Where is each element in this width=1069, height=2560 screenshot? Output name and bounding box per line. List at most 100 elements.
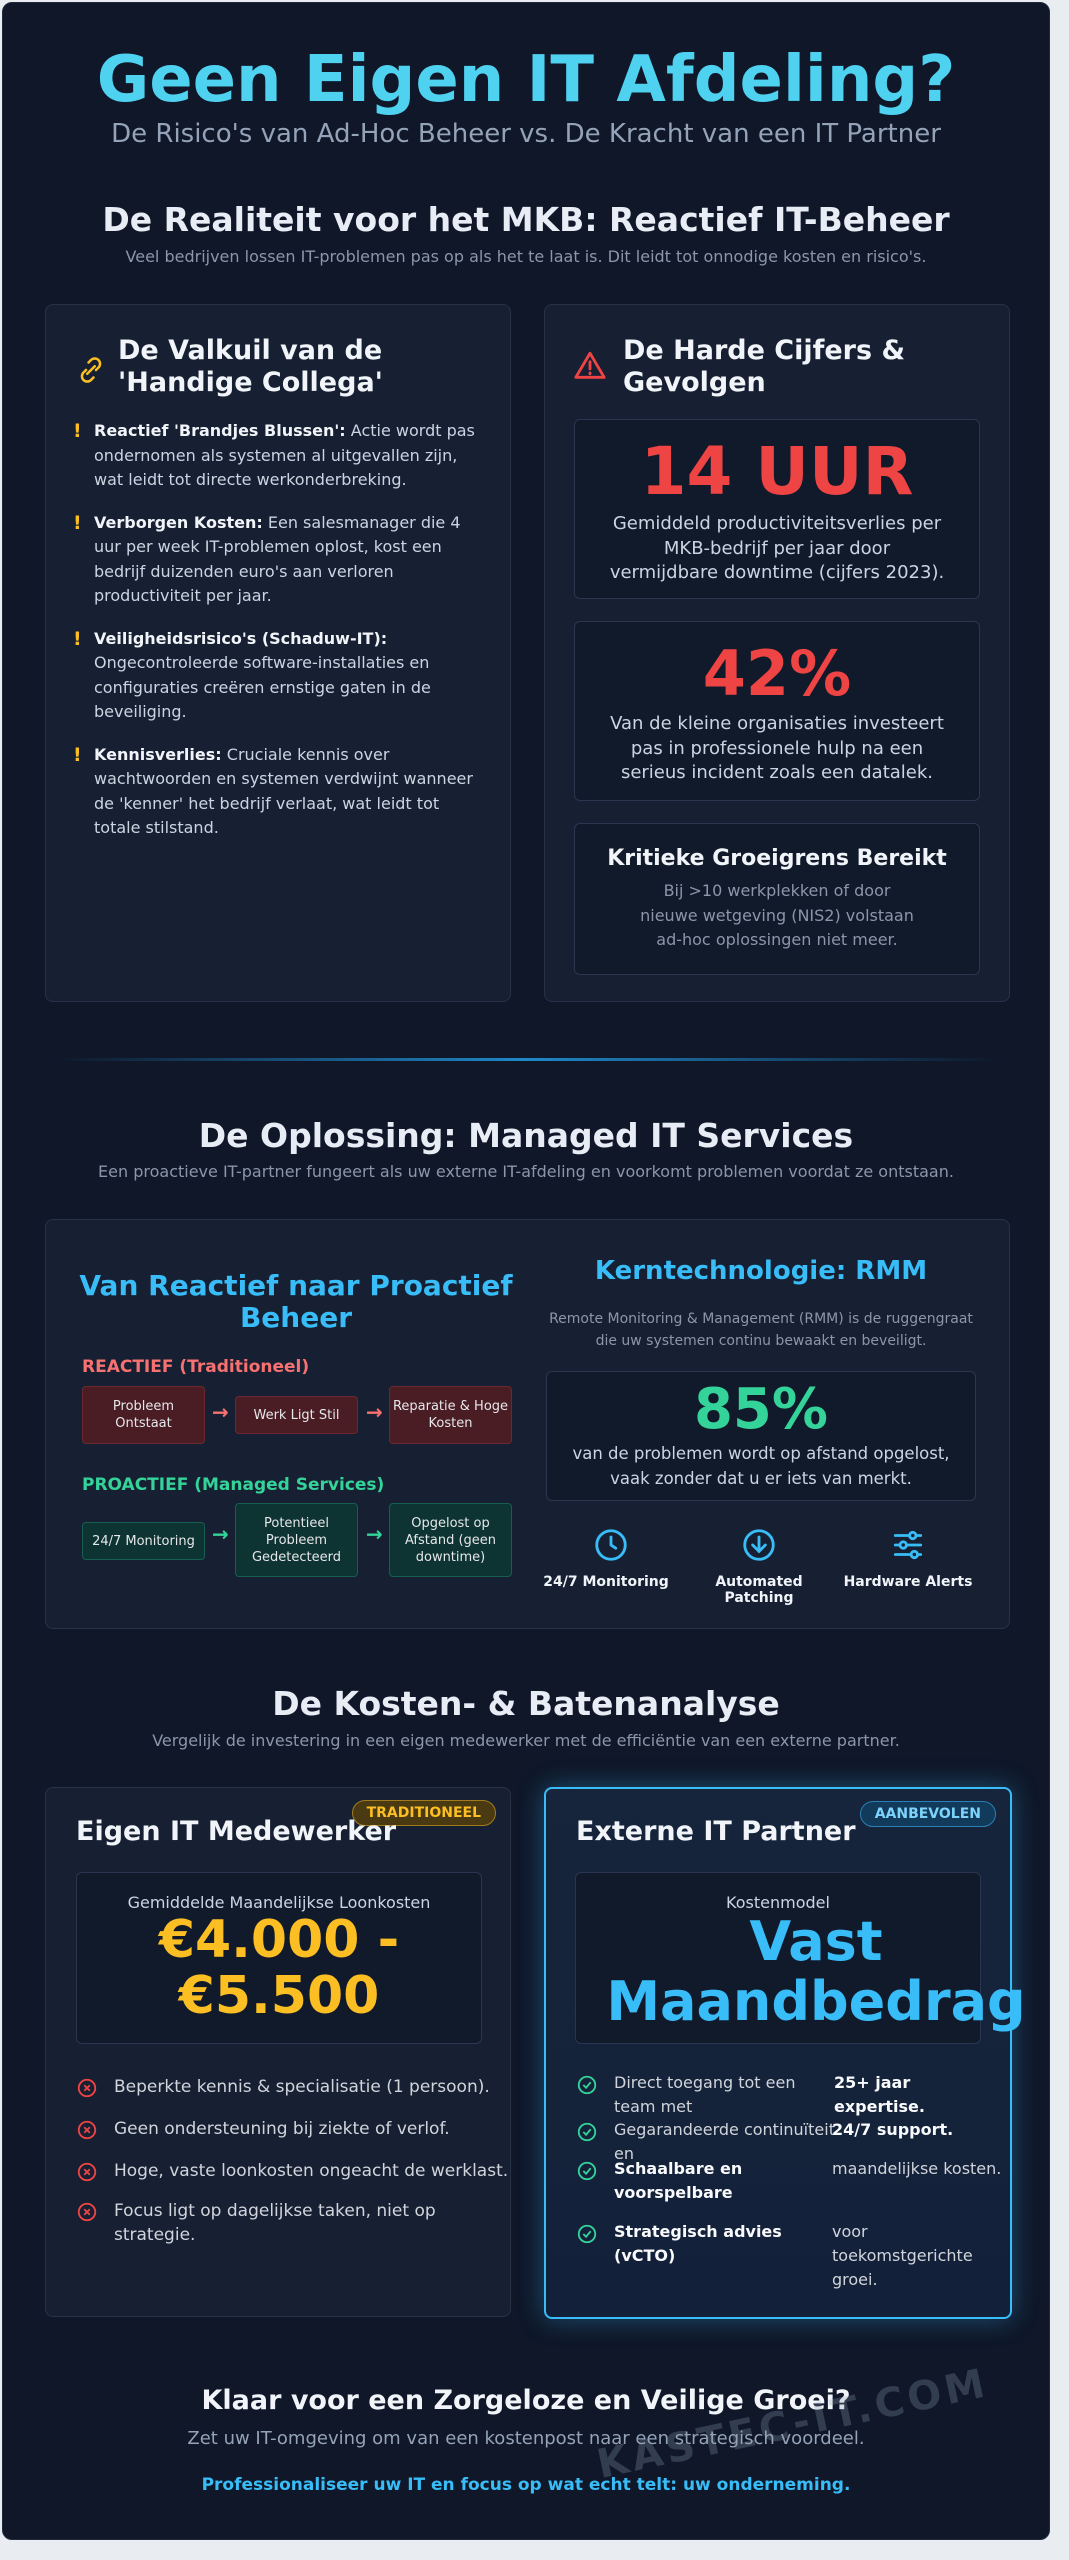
flow-label: PROACTIEF (Managed Services) — [82, 1475, 385, 1495]
growth-text: Bij >10 werkplekken of door nieuwe wetge… — [640, 881, 914, 949]
card-title: Externe IT Partner — [576, 1816, 856, 1847]
stat-value: 42% — [702, 637, 852, 710]
check-icon — [577, 2161, 597, 2181]
arrow: → — [212, 1400, 229, 1424]
box-value: Vast Maandbedrag — [596, 1912, 1036, 2032]
con-item: Focus ligt op dagelijkse taken, niet op … — [76, 2199, 454, 2247]
item-label: Kennisverlies: — [94, 744, 222, 764]
warning-mark: ! — [73, 743, 82, 766]
box-label: Kostenmodel — [726, 1893, 830, 1912]
item-text: Gegarandeerde continuïteit en — [614, 2120, 835, 2163]
pitfall-item: ! Reactief 'Brandjes Blussen': Actie word… — [46, 419, 486, 493]
item-strong: 25+ jaar expertise. — [834, 2073, 925, 2116]
stat-text: Van de kleine organisaties investeert pa… — [610, 713, 944, 783]
feature-label: 24/7 Monitoring — [543, 1574, 669, 1590]
stat-value: 14 UUR — [640, 433, 914, 510]
card-title: De Harde Cijfers & Gevolgen — [623, 335, 906, 398]
flow-step: Reparatie & Hoge Kosten — [389, 1386, 512, 1444]
check-icon — [577, 2122, 597, 2142]
feature-label: Hardware Alerts — [843, 1574, 973, 1590]
flow-step: Opgelost op Afstand (geen downtime) — [389, 1503, 512, 1577]
inhouse-card: TRADITIONEEL Eigen IT Medewerker Gemidde… — [45, 1787, 511, 2317]
item-text: Cruciale kennis over wachtwoorden en sys… — [94, 744, 473, 838]
section-heading: De Realiteit voor het MKB: Reactief IT-B… — [102, 200, 950, 239]
flow-step: Probleem Ontstaat — [82, 1386, 205, 1444]
divider — [53, 1058, 999, 1061]
x-icon — [77, 2202, 97, 2222]
stat-box: 14 UUR Gemiddeld productiviteitsverlies … — [574, 419, 980, 599]
pitfall-list: ! Reactief 'Brandjes Blussen': Actie word… — [46, 419, 486, 859]
item-strong: Schaalbare en voorspelbare — [614, 2159, 743, 2202]
clock-icon — [595, 1529, 627, 1561]
item-text: Hoge, vaste loonkosten ongeacht de werkl… — [114, 2161, 509, 2181]
x-icon — [77, 2162, 97, 2182]
item-text: Ongecontroleerde software-installaties e… — [94, 653, 431, 721]
header: Geen Eigen IT Afdeling? De Risico's van … — [3, 43, 1049, 149]
box-value-text: Vast Maandbedrag — [606, 1910, 1026, 2033]
alert-icon — [574, 351, 606, 379]
link-icon — [80, 357, 102, 383]
item-strong: 24/7 support. — [832, 2120, 954, 2139]
con-item: Beperkte kennis & specialisatie (1 perso… — [76, 2075, 494, 2099]
item-label: Veiligheidsrisico's (Schaduw-IT): — [94, 628, 388, 648]
item-text: Actie wordt pas ondernomen als systemen … — [94, 421, 475, 489]
cost-box: Gemiddelde Maandelijkse Loonkosten €4.00… — [76, 1872, 482, 2044]
growth-box: Kritieke Groeigrens Bereikt Bij >10 werk… — [574, 823, 980, 975]
item-text: Geen ondersteuning bij ziekte of verlof. — [114, 2119, 450, 2139]
section-intro: Een proactieve IT-partner fungeert als u… — [98, 1162, 954, 1181]
feature-label: Automated Patching — [715, 1574, 803, 1606]
pitfall-item: ! Veiligheidsrisico's (Schaduw-IT): Ongec… — [46, 627, 486, 725]
arrow: → — [366, 1522, 383, 1546]
arrow: → — [212, 1522, 229, 1546]
item-text: voor toekomstgerichte groei. — [832, 2222, 973, 2289]
rmm-stat-box: 85% van de problemen wordt op afstand op… — [546, 1371, 976, 1501]
item-label: Verborgen Kosten: — [94, 512, 263, 532]
x-icon — [77, 2078, 97, 2098]
item-text: Focus ligt op dagelijkse taken, niet op … — [114, 2201, 436, 2245]
stat-text: Gemiddeld productiviteitsverlies per MKB… — [609, 513, 945, 583]
x-icon — [77, 2120, 97, 2140]
partner-card: AANBEVOLEN Externe IT Partner Kostenmode… — [544, 1787, 1026, 2319]
section-intro: Vergelijk de investering in een eigen me… — [152, 1731, 900, 1750]
box-label: Gemiddelde Maandelijkse Loonkosten — [127, 1893, 431, 1912]
pitfall-item: ! Kennisverlies: Cruciale kennis over wac… — [46, 743, 486, 841]
item-text: maandelijkse kosten. — [832, 2159, 1002, 2178]
watermark: KASTEC-IT.COM — [593, 2360, 993, 2488]
section-intro: Veel bedrijven lossen IT-problemen pas o… — [125, 247, 927, 266]
con-item: Geen ondersteuning bij ziekte of verlof. — [76, 2117, 494, 2141]
download-icon — [743, 1529, 775, 1561]
pitfall-item: ! Verborgen Kosten: Een salesmanager die … — [46, 511, 486, 609]
item-text: Een salesmanager die 4 uur per week IT-p… — [94, 512, 461, 606]
box-value: €4.000 - €5.500 — [158, 1910, 400, 2026]
card-title: De Valkuil van de 'Handige Collega' — [118, 335, 383, 398]
flow-title: Van Reactief naar Proactief Beheer — [79, 1269, 513, 1334]
infographic: Geen Eigen IT Afdeling? De Risico's van … — [2, 2, 1050, 2540]
stat-value: 85% — [693, 1377, 829, 1442]
subtitle: De Risico's van Ad-Hoc Beheer vs. De Kra… — [111, 119, 941, 149]
sliders-icon — [893, 1530, 923, 1560]
figures-card: De Harde Cijfers & Gevolgen 14 UUR Gemid… — [544, 304, 1010, 1002]
flow-step: Werk Ligt Stil — [235, 1396, 358, 1434]
card-title: Eigen IT Medewerker — [76, 1816, 397, 1847]
rmm-title: Kerntechnologie: RMM — [594, 1256, 928, 1286]
flow-step: Potentieel Probleem Gedetecteerd — [235, 1503, 358, 1577]
item-label: Reactief 'Brandjes Blussen': — [94, 421, 346, 440]
cost-box: Kostenmodel Vast Maandbedrag — [575, 1872, 1026, 2044]
arrow: → — [366, 1400, 383, 1424]
warning-mark: ! — [73, 511, 82, 534]
warning-mark: ! — [73, 627, 82, 650]
warning-mark: ! — [73, 420, 82, 442]
rmm-intro: Remote Monitoring & Management (RMM) is … — [549, 1311, 973, 1349]
cta-link[interactable]: Professionaliseer uw IT en focus op wat … — [201, 2475, 851, 2495]
title: Geen Eigen IT Afdeling? — [96, 43, 956, 117]
pitfall-card: De Valkuil van de 'Handige Collega' ! Rea… — [45, 304, 511, 1002]
item-text: Direct toegang tot een team met — [614, 2073, 796, 2116]
item-strong: Strategisch advies (vCTO) — [614, 2222, 782, 2265]
section-heading: De Kosten- & Batenanalyse — [272, 1684, 780, 1723]
badge: TRADITIONEEL — [351, 1800, 496, 1826]
cta-heading: Klaar voor een Zorgeloze en Veilige Groe… — [201, 2385, 851, 2416]
check-icon — [577, 2075, 597, 2095]
flow-step: 24/7 Monitoring — [82, 1522, 205, 1560]
